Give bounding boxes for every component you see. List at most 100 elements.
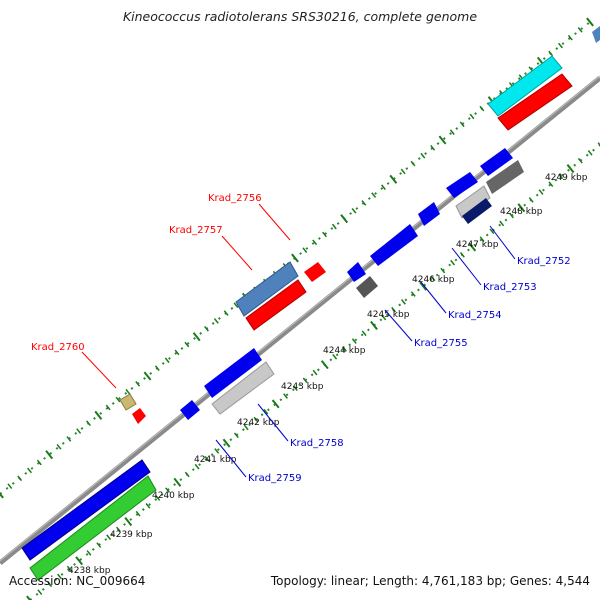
ruler-label-4239: 4239 kbp	[110, 530, 153, 540]
lower-ruler-tick	[96, 542, 102, 548]
upper-ruler-tick	[86, 420, 91, 427]
upper-ruler-tick	[410, 160, 416, 167]
upper-ruler-tick	[577, 27, 583, 33]
gene-feature-steel[interactable]	[235, 261, 299, 317]
lower-ruler-tick	[430, 275, 436, 282]
gene-label-krad-2758[interactable]: Krad_2758	[290, 438, 344, 449]
gene-feature-grey-1[interactable]	[486, 160, 524, 194]
leader-krad-2760	[81, 351, 117, 389]
lower-ruler-tick	[440, 267, 446, 274]
gene-label-krad-2755[interactable]: Krad_2755	[414, 338, 468, 349]
upper-ruler-tick	[479, 105, 485, 112]
ruler-label-4246: 4246 kbp	[412, 275, 455, 285]
leader-krad-2755	[384, 309, 413, 342]
upper-ruler-tick	[389, 174, 398, 184]
upper-ruler-tick	[361, 200, 367, 206]
gene-feature-silver-1[interactable]	[455, 185, 491, 219]
lower-ruler-tick	[558, 173, 564, 180]
upper-ruler-tick	[548, 50, 554, 57]
lower-ruler-tick	[548, 181, 554, 188]
gene-feature-red-mid[interactable]	[245, 279, 307, 331]
upper-ruler-tick	[7, 483, 13, 489]
lower-ruler-tick	[86, 550, 92, 556]
gene-label-krad-2753[interactable]: Krad_2753	[483, 282, 537, 293]
upper-ruler-tick	[400, 168, 406, 175]
accession-text: Accession: NC_009664	[9, 574, 146, 588]
chromosome-backbone	[0, 76, 600, 565]
gene-feature-silver-2[interactable]	[211, 361, 275, 415]
lower-ruler-tick	[597, 142, 600, 147]
gene-feature-green-long[interactable]	[29, 475, 157, 581]
leader-krad-2758	[257, 403, 289, 442]
gene-feature-cyan[interactable]	[487, 55, 563, 117]
lower-ruler-tick	[370, 320, 378, 330]
lower-ruler-tick	[283, 393, 288, 399]
lower-ruler-tick	[342, 346, 347, 352]
gene-label-krad-2756[interactable]: Krad_2756	[208, 193, 262, 204]
lower-ruler-tick	[271, 399, 280, 409]
upper-ruler-tick	[17, 475, 23, 482]
lower-ruler-tick	[419, 281, 428, 291]
lower-ruler-tick	[222, 438, 231, 448]
lower-ruler-tick	[528, 197, 534, 203]
gene-feature-red-top[interactable]	[497, 73, 573, 131]
gene-feature-blue-1[interactable]	[480, 148, 513, 176]
lower-ruler-tick	[243, 424, 249, 431]
gene-feature-grey-2[interactable]	[356, 276, 378, 298]
upper-ruler-tick	[125, 388, 131, 395]
upper-ruler-tick	[302, 247, 308, 253]
leader-krad-2754	[420, 281, 447, 314]
chromosome-backbone-highlight	[0, 75, 600, 562]
gene-feature-blue-3[interactable]	[418, 202, 440, 226]
lower-ruler	[26, 142, 600, 600]
lower-ruler-tick	[566, 164, 575, 174]
leader-krad-2759	[215, 439, 247, 478]
gene-feature-navy-1[interactable]	[462, 198, 492, 224]
lower-ruler-tick	[106, 534, 112, 541]
upper-ruler-tick	[430, 145, 436, 151]
gene-feature-edge[interactable]	[592, 26, 600, 43]
genome-summary-text: Topology: linear; Length: 4,761,183 bp; …	[270, 574, 590, 588]
lower-ruler-tick	[391, 306, 397, 313]
gene-feature-blue-2[interactable]	[446, 172, 478, 198]
gene-feature-blue-5[interactable]	[347, 262, 366, 282]
upper-ruler-tick	[469, 113, 475, 120]
lower-ruler-tick	[204, 455, 210, 462]
lower-ruler-tick	[233, 432, 239, 439]
upper-ruler-tick	[322, 231, 327, 238]
gene-label-krad-2757[interactable]: Krad_2757	[169, 225, 223, 236]
upper-ruler-tick	[0, 492, 4, 499]
gene-feature-blue-long[interactable]	[21, 459, 151, 561]
lower-ruler-tick	[292, 385, 298, 392]
lower-ruler-tick	[538, 189, 544, 195]
gene-label-krad-2759[interactable]: Krad_2759	[248, 473, 302, 484]
upper-ruler-tick	[105, 404, 111, 411]
lower-ruler-tick	[577, 157, 583, 164]
gene-label-krad-2760[interactable]: Krad_2760	[31, 342, 85, 353]
gene-feature-red-tiny[interactable]	[132, 408, 146, 424]
gene-feature-khaki[interactable]	[119, 393, 137, 411]
lower-ruler-tick	[517, 203, 526, 213]
upper-ruler-ticks	[0, 17, 594, 499]
lower-ruler-tick	[115, 526, 121, 533]
ruler-label-4245: 4245 kbp	[367, 310, 410, 320]
gene-feature-blue-7[interactable]	[180, 400, 200, 420]
gene-label-krad-2752[interactable]: Krad_2752	[517, 256, 571, 267]
upper-ruler-tick	[36, 459, 42, 466]
upper-ruler-tick	[56, 443, 62, 450]
gene-feature-blue-6[interactable]	[204, 348, 262, 398]
ruler-label-4238: 4238 kbp	[68, 566, 111, 576]
gene-label-krad-2754[interactable]: Krad_2754	[448, 310, 502, 321]
gene-labels: Krad_2756 Krad_2757 Krad_2760 Krad_2752 …	[31, 193, 571, 484]
lower-ruler-tick	[312, 369, 318, 376]
upper-ruler-tick	[213, 318, 219, 324]
upper-ruler-tick	[558, 42, 563, 49]
lower-ruler-tick	[173, 477, 182, 487]
upper-ruler-tick	[154, 365, 160, 371]
gene-feature-red-small[interactable]	[304, 262, 326, 282]
upper-ruler-tick	[204, 325, 209, 332]
leader-krad-2752	[489, 225, 516, 260]
lower-ruler-line	[29, 144, 600, 600]
gene-feature-blue-4[interactable]	[370, 224, 418, 266]
upper-ruler-tick	[459, 121, 465, 128]
